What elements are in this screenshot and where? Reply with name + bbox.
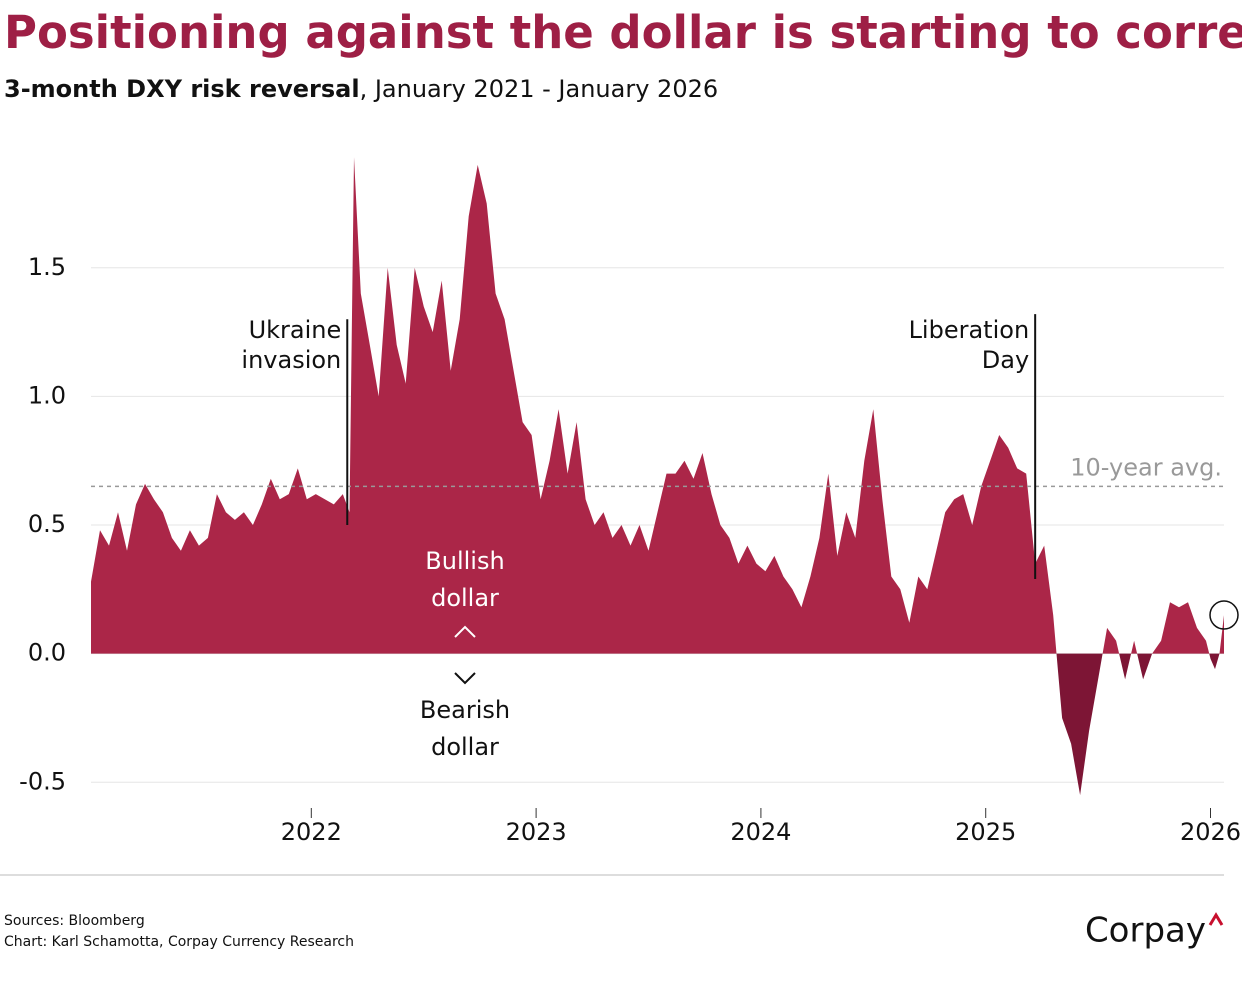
sources: Sources: Bloomberg <box>4 913 145 929</box>
latest-marker <box>1209 600 1239 630</box>
bearish-label: dollar <box>431 733 499 761</box>
area <box>91 157 1224 796</box>
x-tick-label: 2023 <box>506 818 567 846</box>
y-tick-label: 0.0 <box>28 639 66 667</box>
x-tick-label: 2025 <box>955 818 1016 846</box>
chart-title: Positioning against the dollar is starti… <box>4 6 1242 59</box>
y-tick-label: 1.0 <box>28 381 66 409</box>
event-label: Ukraine <box>249 316 342 344</box>
up-chevron <box>454 625 476 638</box>
y-tick-label: 0.5 <box>28 510 66 538</box>
y-tick-label: -0.5 <box>19 767 66 795</box>
x-tick-label: 2026 <box>1180 818 1241 846</box>
y-tick-label: 1.5 <box>28 253 66 281</box>
event-label: invasion <box>241 346 341 374</box>
subtitle-bold: 3-month DXY risk reversal <box>4 75 360 103</box>
bearish-label: Bearish <box>420 696 510 724</box>
x-tick-label: 2022 <box>281 818 342 846</box>
average-label: 10-year avg. <box>1070 453 1222 481</box>
event-label: Liberation <box>909 316 1030 344</box>
down-chevron <box>454 672 476 685</box>
subtitle-rest: , January 2021 - January 2026 <box>360 75 719 103</box>
bullish-label: Bullish <box>425 547 504 575</box>
event-label: Day <box>982 346 1029 374</box>
chart-subtitle: 3-month DXY risk reversal, January 2021 … <box>4 75 718 103</box>
bullish-label: dollar <box>431 584 499 612</box>
x-tick-label: 2024 <box>730 818 791 846</box>
credit: Chart: Karl Schamotta, Corpay Currency R… <box>4 934 354 950</box>
brand-logo: Corpay <box>1085 911 1206 951</box>
brand-caret <box>1208 912 1224 926</box>
